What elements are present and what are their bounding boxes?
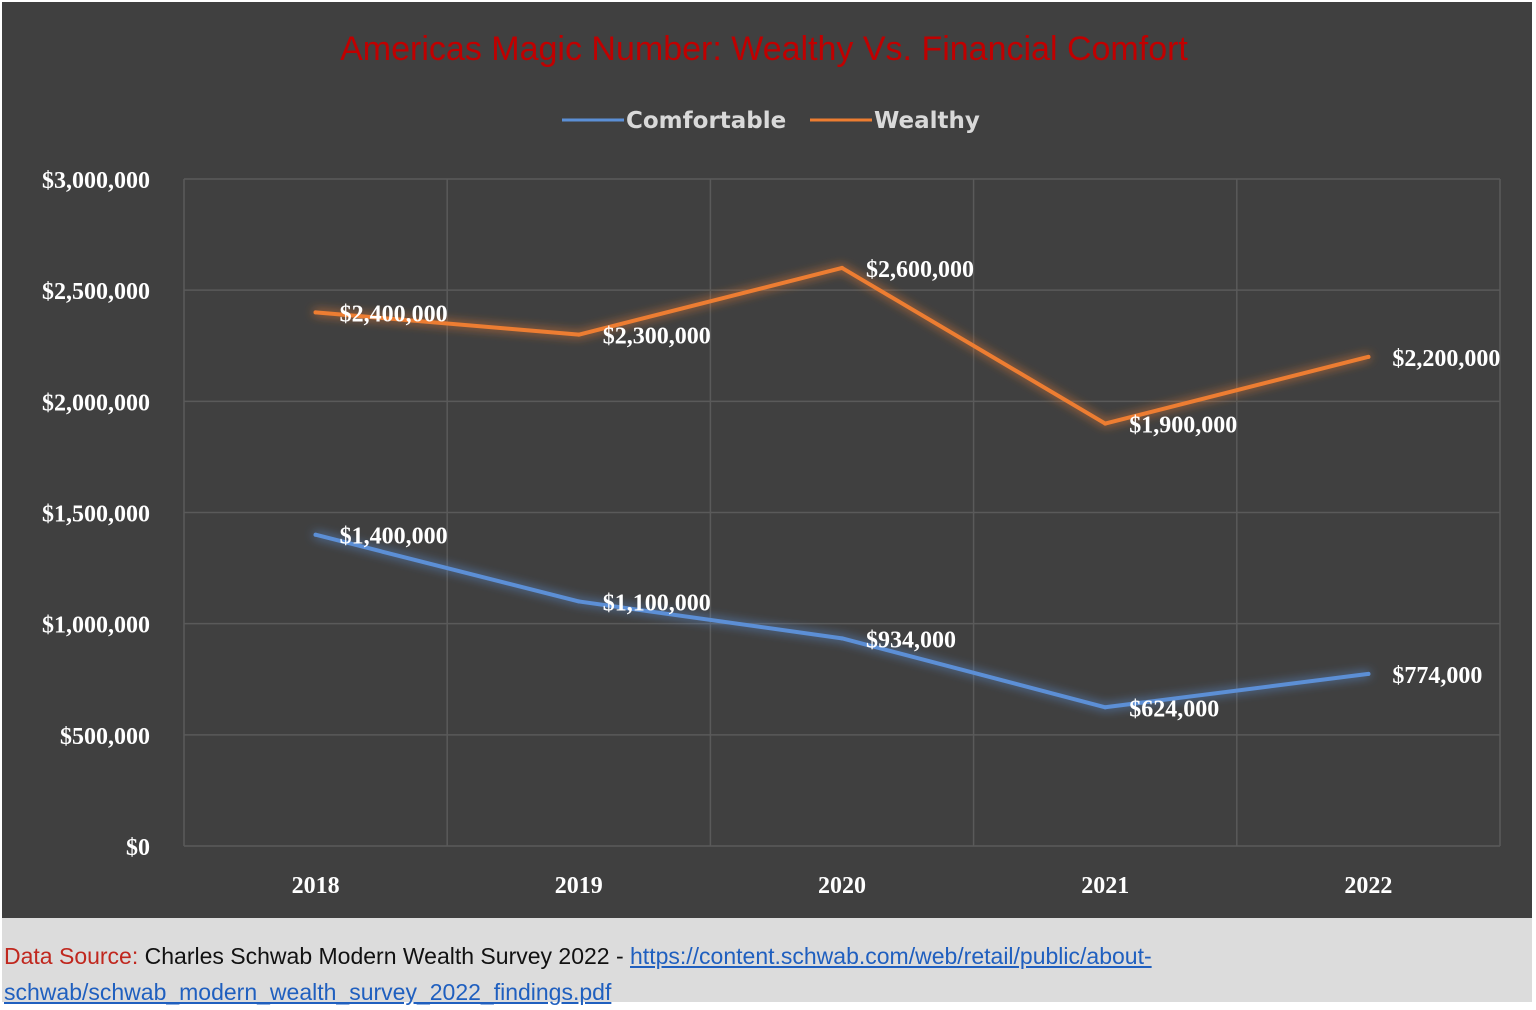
data-point-wealthy	[1103, 421, 1108, 426]
data-label-comfortable: $1,100,000	[603, 590, 711, 616]
data-point-wealthy	[1366, 354, 1371, 359]
y-tick-label: $500,000	[60, 724, 150, 750]
gridlines	[183, 178, 1501, 847]
series-line-wealthy	[313, 265, 1371, 426]
data-label-wealthy: $2,300,000	[603, 324, 711, 350]
data-point-comfortable	[1366, 671, 1371, 676]
y-tick-label: $1,500,000	[42, 502, 150, 528]
source-footer: Data Source: Charles Schwab Modern Wealt…	[2, 918, 1532, 1005]
x-tick-label: 2022	[1344, 873, 1392, 899]
y-axis: $0 $500,000 $1,000,000 $1,500,000 $2,000,000…	[42, 168, 150, 861]
data-label-comfortable: $934,000	[866, 627, 956, 653]
data-point-wealthy	[840, 265, 844, 270]
data-point-comfortable	[313, 532, 318, 537]
source-line: Data Source: Charles Schwab Modern Wealt…	[4, 938, 1304, 1010]
source-text: Charles Schwab Modern Wealth Survey 2022…	[138, 943, 631, 969]
series-line-comfortable	[313, 532, 1371, 710]
data-point-comfortable	[1103, 705, 1108, 710]
chart-panel: Americas Magic Number: Wealthy Vs. Finan…	[2, 2, 1532, 918]
legend: Comfortable Wealthy	[562, 108, 980, 134]
data-label-comfortable: $1,400,000	[340, 524, 448, 550]
source-label: Data Source:	[4, 943, 139, 969]
x-tick-label: 2021	[1081, 873, 1129, 899]
legend-label-comfortable: Comfortable	[626, 108, 786, 134]
line-chart: Americas Magic Number: Wealthy Vs. Finan…	[42, 30, 1501, 899]
data-label-comfortable: $774,000	[1392, 663, 1482, 689]
legend-label-wealthy: Wealthy	[874, 108, 980, 134]
data-label-wealthy: $2,600,000	[866, 257, 974, 283]
y-tick-label: $1,000,000	[42, 613, 150, 639]
data-labels: $1,400,000 $1,100,000 $934,000 $624,000 $774…	[340, 257, 1501, 722]
y-tick-label: $3,000,000	[42, 168, 150, 194]
x-tick-label: 2018	[292, 873, 340, 899]
y-tick-label: $2,500,000	[42, 279, 150, 305]
data-label-wealthy: $2,200,000	[1392, 346, 1500, 372]
x-tick-label: 2020	[818, 873, 866, 899]
data-point-comfortable	[840, 636, 844, 641]
data-label-wealthy: $2,400,000	[340, 301, 448, 327]
data-point-wealthy	[576, 332, 581, 337]
data-label-wealthy: $1,900,000	[1129, 413, 1237, 439]
x-axis: 2018 2019 2020 2021 2022	[292, 873, 1393, 899]
data-label-comfortable: $624,000	[1129, 696, 1219, 722]
y-tick-label: $2,000,000	[42, 390, 150, 416]
series-layer	[313, 265, 1371, 710]
data-point-comfortable	[576, 599, 581, 604]
chart-title: Americas Magic Number: Wealthy Vs. Finan…	[340, 30, 1188, 68]
source-link[interactable]: https://content.schwab.com/web/retail/pu…	[4, 943, 1152, 1005]
data-point-wealthy	[313, 310, 318, 315]
y-tick-label: $0	[126, 835, 150, 861]
x-tick-label: 2019	[555, 873, 603, 899]
